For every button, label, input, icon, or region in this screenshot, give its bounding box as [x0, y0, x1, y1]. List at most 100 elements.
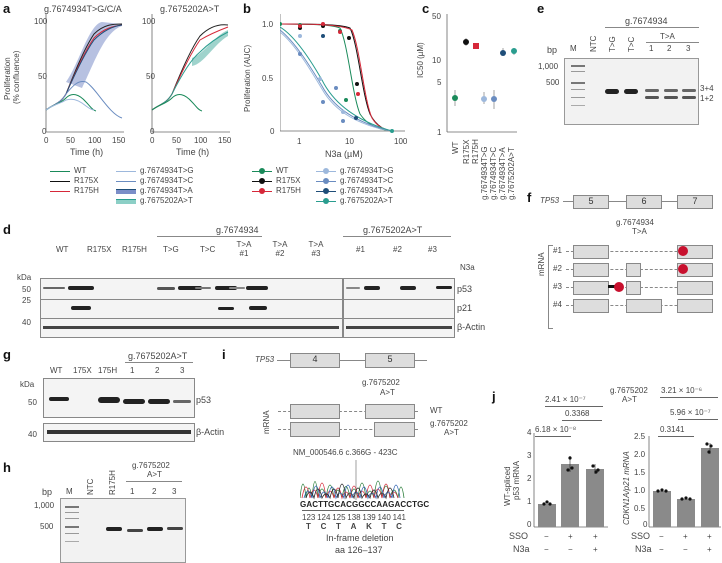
panel-d-lane: T>A #2: [272, 240, 288, 258]
n3a-sign: +: [707, 545, 712, 554]
mrna-exon: [626, 263, 641, 277]
gel-band: [127, 529, 143, 532]
panel-d-blot-p53-right: [343, 278, 455, 300]
panel-c-xtick: WT: [451, 141, 460, 154]
legend-b-dot: [259, 188, 265, 194]
panel-b-label: b: [243, 1, 251, 16]
panel-d-marker: 40: [22, 318, 31, 327]
blot-band: [123, 399, 145, 404]
ladder-band: [571, 71, 585, 72]
gel-band: [682, 96, 696, 99]
blot-band: [43, 326, 339, 329]
panel-b-xtick: 10: [345, 137, 354, 146]
panel-f-isoform: #1: [553, 246, 562, 255]
panel-j-right-ytick: 1.0: [634, 486, 646, 495]
blot-band: [47, 430, 191, 434]
panel-b-chart: [280, 14, 405, 133]
panel-h-gel: [60, 498, 186, 563]
blot-band: [49, 397, 69, 401]
blot-band: [195, 287, 211, 289]
panel-e-lane: 2: [667, 44, 672, 53]
panel-d-label: d: [3, 222, 11, 237]
blot-band: [178, 286, 202, 290]
panel-j-left-chart: [533, 433, 608, 528]
panel-j-left-ytick: 4: [527, 428, 532, 437]
panel-d-blot-p53-left: [40, 278, 343, 300]
panel-f-label: f: [527, 190, 532, 205]
sso-sign: +: [707, 532, 712, 541]
panel-g-protein: p53: [196, 395, 212, 405]
stop-icon: [678, 246, 688, 256]
mrna-exon: [626, 299, 662, 313]
mrna-dash: [566, 251, 712, 252]
sso-sign: +: [568, 532, 573, 541]
panel-a-xtick-r: 0: [150, 136, 155, 145]
legend-swatch-ta: [116, 189, 136, 194]
panel-j-right-ylabel: CDKN1A/p21 mRNA: [622, 451, 631, 525]
mrna-exon: [573, 245, 609, 259]
legend-b-dot: [323, 198, 329, 204]
panel-d-group1-line: [157, 236, 262, 237]
panel-i-transcript: NM_000546.6 c.366G - 423C: [293, 448, 398, 457]
panel-d-group1: g.7674934: [216, 225, 259, 235]
panel-h-lane: M: [66, 487, 73, 496]
panel-e-group-line: [605, 27, 699, 28]
panel-d-lane: WT: [56, 245, 69, 254]
panel-f-exon: 7: [677, 195, 713, 209]
blot-band: [68, 286, 94, 290]
panel-d-blot-actin-right: [343, 318, 455, 338]
legend-tg: g.7674934T>G: [140, 166, 194, 175]
panel-a-ytick-0: 0: [42, 127, 47, 136]
mrna-exon: [626, 281, 641, 295]
panel-h-group-line: [126, 481, 182, 482]
panel-c-ytick: 50: [432, 12, 441, 21]
panel-h-marker: 500: [40, 522, 54, 531]
panel-j-right-title-1: g.7675202: [610, 386, 648, 395]
panel-e-marker: 1,000: [538, 62, 559, 71]
mrna-dash: [278, 411, 418, 412]
mrna-dash: [278, 429, 418, 430]
panel-d-lane: T>C: [200, 245, 216, 254]
panel-e-band-label: 3+4: [700, 84, 714, 93]
panel-e-lane: T>C: [627, 36, 636, 52]
sso-sign: +: [683, 532, 688, 541]
panel-j-left-ytick: 2: [527, 474, 532, 483]
panel-i-aa-row: T C T A K T C: [306, 522, 402, 531]
gel-band: [645, 96, 659, 99]
panel-f-bracket: [548, 245, 553, 329]
panel-a-xlabel-r: Time (h): [176, 147, 210, 157]
panel-a-xtick: 0: [44, 136, 49, 145]
panel-i-variant: g.7675202: [362, 378, 400, 387]
panel-d-treatment: N3a: [460, 263, 475, 272]
gel-band: [624, 89, 638, 94]
gel-band: [106, 527, 122, 531]
pvalue-line: [535, 436, 571, 437]
ladder-band: [571, 89, 585, 90]
amino-acid: C: [320, 522, 327, 531]
panel-e-label: e: [537, 1, 545, 16]
legend-r175x: R175X: [74, 176, 99, 185]
blot-band: [173, 400, 191, 403]
mrna-exon: [290, 404, 340, 419]
panel-c-ytick: 1: [437, 128, 442, 137]
panel-a-xtick-r: 150: [218, 136, 232, 145]
codon: 141: [392, 513, 406, 522]
mrna-exon: [374, 422, 415, 437]
panel-j-row-label-n3a: N3a: [513, 544, 530, 554]
legend-b-r175h: R175H: [276, 186, 301, 195]
panel-d-lane: T>A #3: [308, 240, 324, 258]
amino-acid: T: [306, 522, 311, 531]
blot-band: [346, 326, 452, 329]
panel-a-right-title: g.7675202A>T: [160, 4, 220, 14]
blot-band: [43, 287, 65, 289]
panel-j-left-p: 0.3368: [565, 409, 590, 418]
panel-i-deletion: aa 126–137: [335, 545, 383, 555]
legend-b-dot: [323, 168, 329, 174]
mrna-exon: [677, 281, 713, 295]
pvalue-line: [658, 436, 694, 437]
panel-b-xlabel: N3a (µM): [325, 149, 363, 159]
panel-g-protein: β-Actin: [196, 427, 225, 437]
panel-e-lane: NTC: [589, 35, 598, 52]
ladder-band: [65, 506, 79, 508]
legend-ta: g.7674934T>A: [140, 186, 193, 195]
